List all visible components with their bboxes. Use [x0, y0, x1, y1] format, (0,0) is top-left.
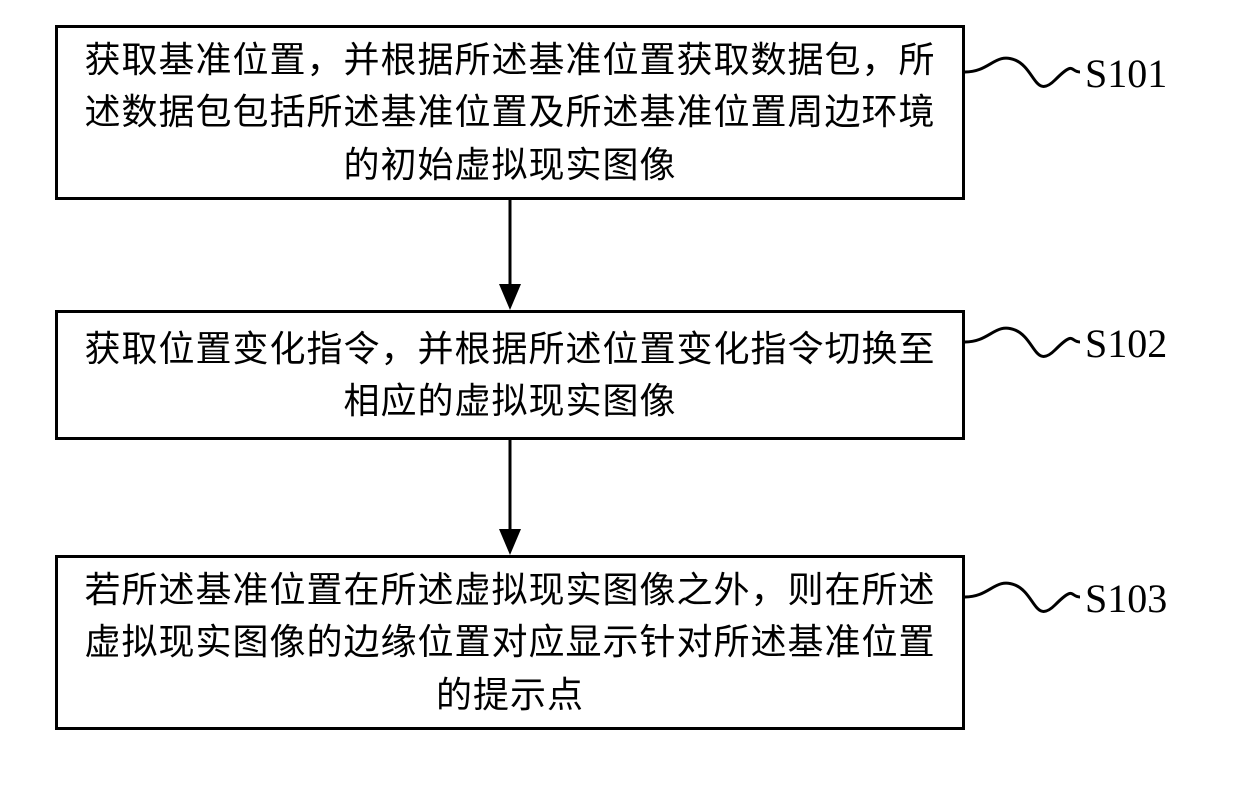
squiggle-s103 — [965, 583, 1080, 611]
flowchart-canvas: 获取基准位置，并根据所述基准位置获取数据包，所述数据包包括所述基准位置及所述基准… — [0, 0, 1240, 793]
flow-label-s101: S101 — [1085, 50, 1167, 97]
flow-node-s102-text: 获取位置变化指令，并根据所述位置变化指令切换至相应的虚拟现实图像 — [78, 323, 942, 427]
flow-node-s102: 获取位置变化指令，并根据所述位置变化指令切换至相应的虚拟现实图像 — [55, 310, 965, 440]
flow-node-s103: 若所述基准位置在所述虚拟现实图像之外，则在所述虚拟现实图像的边缘位置对应显示针对… — [55, 555, 965, 730]
flow-label-s103: S103 — [1085, 575, 1167, 622]
squiggle-s102 — [965, 328, 1080, 356]
flow-node-s103-text: 若所述基准位置在所述虚拟现实图像之外，则在所述虚拟现实图像的边缘位置对应显示针对… — [78, 564, 942, 721]
arrow-1 — [499, 200, 521, 310]
arrow-2 — [499, 440, 521, 555]
flow-node-s101-text: 获取基准位置，并根据所述基准位置获取数据包，所述数据包包括所述基准位置及所述基准… — [78, 34, 942, 191]
flow-node-s101: 获取基准位置，并根据所述基准位置获取数据包，所述数据包包括所述基准位置及所述基准… — [55, 25, 965, 200]
squiggle-s101 — [965, 58, 1080, 86]
flow-label-s102: S102 — [1085, 320, 1167, 367]
